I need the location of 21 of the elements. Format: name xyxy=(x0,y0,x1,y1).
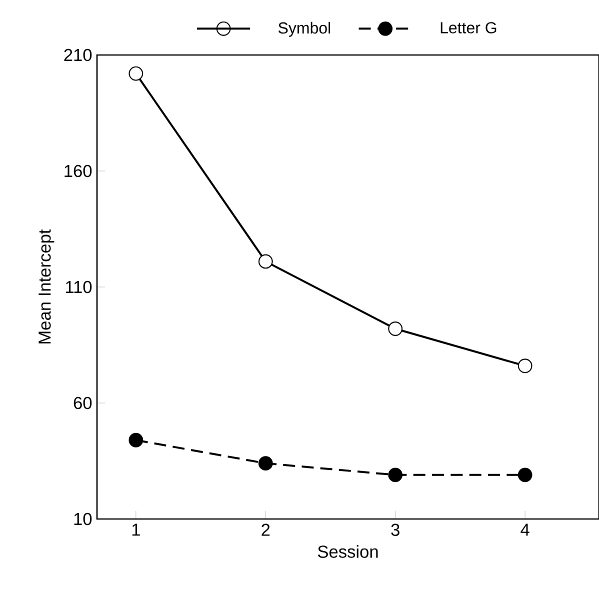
y-tick-label: 110 xyxy=(66,280,92,294)
x-axis-title: Session xyxy=(318,545,378,558)
legend-label: Letter G xyxy=(440,22,496,34)
point xyxy=(388,322,403,336)
y-tick-label: 210 xyxy=(64,48,92,62)
x-tick-label: 1 xyxy=(132,524,140,536)
point xyxy=(128,432,144,448)
point xyxy=(258,254,273,269)
point xyxy=(258,456,273,471)
y-tick-label: 10 xyxy=(74,512,92,526)
point xyxy=(128,66,144,81)
y-axis-title: Mean Intercept xyxy=(38,229,54,344)
x-tick-label: 2 xyxy=(262,524,270,536)
y-tick-label: 60 xyxy=(74,396,92,410)
legend-label: Symbol xyxy=(278,22,330,37)
point xyxy=(518,358,532,374)
point xyxy=(518,468,532,482)
point xyxy=(388,468,403,482)
x-tick-label: 4 xyxy=(520,524,530,536)
x-tick-label: 3 xyxy=(391,524,400,536)
y-tick-label: 160 xyxy=(64,164,92,178)
